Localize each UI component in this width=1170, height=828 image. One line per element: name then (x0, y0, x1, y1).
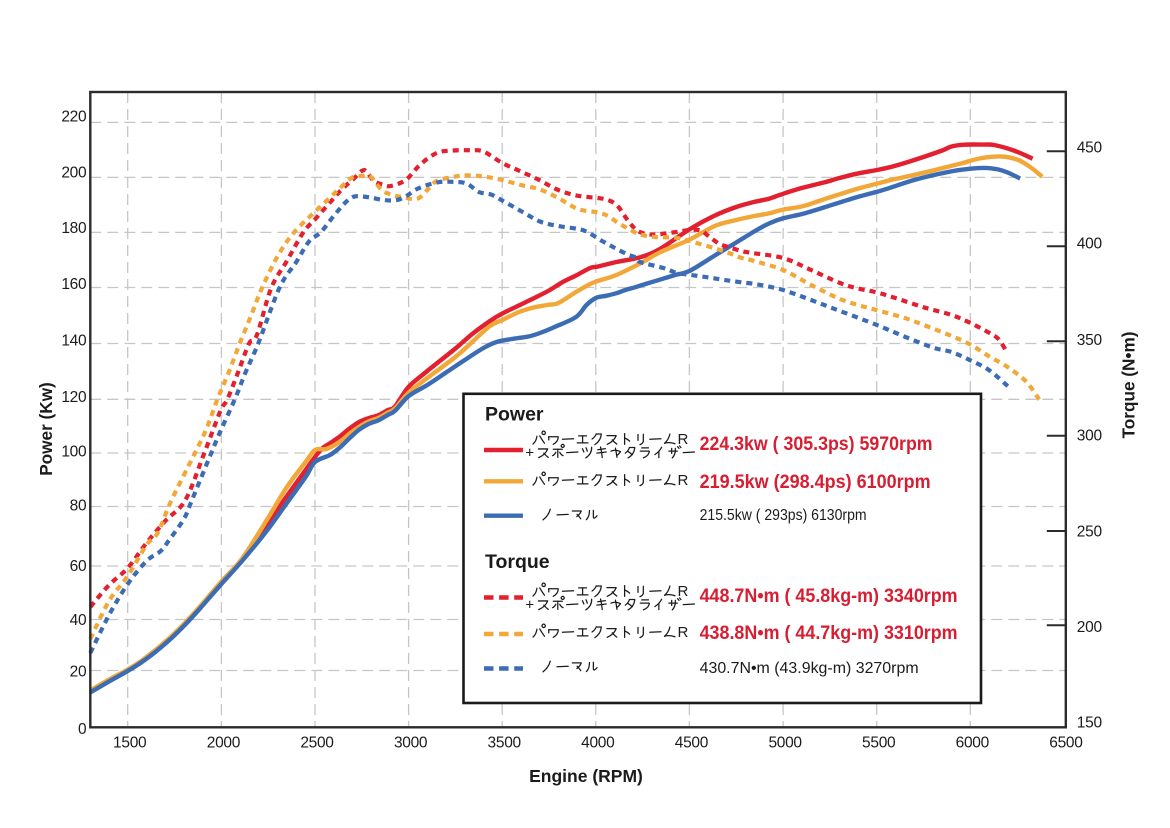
svg-text:0: 0 (78, 721, 87, 738)
svg-text:4000: 4000 (581, 734, 615, 751)
svg-text:5500: 5500 (862, 734, 896, 751)
svg-text:438.8N•m ( 44.7kg-m) 3310rpm: 438.8N•m ( 44.7kg-m) 3310rpm (700, 622, 958, 644)
svg-text:430.7N•m (43.9kg-m) 3270rpm: 430.7N•m (43.9kg-m) 3270rpm (700, 660, 919, 677)
svg-text:40: 40 (70, 612, 87, 629)
svg-text:300: 300 (1077, 427, 1103, 444)
svg-text:4500: 4500 (675, 734, 709, 751)
svg-text:160: 160 (61, 276, 87, 293)
svg-text:350: 350 (1077, 332, 1103, 349)
svg-text:120: 120 (61, 389, 87, 406)
svg-text:R: R (678, 431, 689, 448)
svg-text:3500: 3500 (488, 734, 522, 751)
svg-text:1500: 1500 (113, 734, 147, 751)
svg-text:20: 20 (70, 664, 87, 681)
svg-text:+: + (525, 444, 534, 461)
svg-text:Engine (RPM): Engine (RPM) (529, 766, 643, 786)
svg-text:448.7N•m ( 45.8kg-m) 3340rpm: 448.7N•m ( 45.8kg-m) 3340rpm (700, 585, 958, 607)
svg-text:6500: 6500 (1049, 734, 1083, 751)
svg-text:Torque (N•m): Torque (N•m) (1119, 332, 1139, 439)
svg-text:+: + (525, 596, 534, 613)
svg-text:224.3kw ( 305.3ps) 5970rpm: 224.3kw ( 305.3ps) 5970rpm (700, 433, 933, 455)
svg-text:250: 250 (1077, 524, 1103, 541)
svg-text:R: R (678, 624, 689, 641)
svg-text:219.5kw (298.4ps) 6100rpm: 219.5kw (298.4ps) 6100rpm (700, 471, 931, 493)
svg-text:220: 220 (61, 109, 87, 126)
svg-text:200: 200 (61, 164, 87, 181)
svg-text:Torque: Torque (485, 551, 550, 573)
svg-text:80: 80 (70, 498, 87, 515)
svg-text:140: 140 (61, 333, 87, 350)
svg-text:6000: 6000 (956, 734, 990, 751)
svg-text:5000: 5000 (768, 734, 802, 751)
svg-text:Power: Power (485, 404, 544, 426)
svg-text:2000: 2000 (207, 734, 241, 751)
svg-text:150: 150 (1077, 715, 1103, 732)
svg-text:180: 180 (61, 220, 87, 237)
svg-text:215.5kw ( 293ps) 6130rpm: 215.5kw ( 293ps) 6130rpm (700, 507, 867, 524)
svg-text:200: 200 (1077, 619, 1103, 636)
svg-text:Power (Kw): Power (Kw) (36, 382, 56, 476)
svg-text:3000: 3000 (394, 734, 428, 751)
svg-text:100: 100 (61, 443, 87, 460)
svg-text:400: 400 (1077, 236, 1103, 253)
svg-text:2500: 2500 (300, 734, 334, 751)
svg-text:R: R (678, 472, 689, 489)
svg-text:R: R (678, 583, 689, 600)
svg-text:450: 450 (1077, 140, 1103, 157)
svg-text:60: 60 (70, 558, 87, 575)
